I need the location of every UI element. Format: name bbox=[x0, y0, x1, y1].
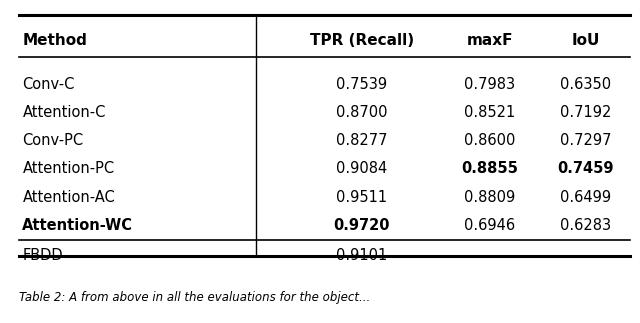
Text: -: - bbox=[583, 248, 588, 263]
Text: 0.8600: 0.8600 bbox=[464, 133, 515, 148]
Text: Method: Method bbox=[22, 33, 87, 48]
Text: 0.9084: 0.9084 bbox=[336, 162, 387, 176]
Text: Table 2: A from above in all the evaluations for the object...: Table 2: A from above in all the evaluat… bbox=[19, 291, 371, 304]
Text: 0.8277: 0.8277 bbox=[336, 133, 387, 148]
Text: TPR (Recall): TPR (Recall) bbox=[310, 33, 413, 48]
Text: Attention-AC: Attention-AC bbox=[22, 190, 115, 204]
Text: 0.6499: 0.6499 bbox=[560, 190, 611, 204]
Text: 0.7983: 0.7983 bbox=[464, 77, 515, 92]
Text: 0.8855: 0.8855 bbox=[461, 162, 518, 176]
Text: 0.7192: 0.7192 bbox=[560, 105, 611, 120]
Text: 0.6283: 0.6283 bbox=[560, 218, 611, 233]
Text: -: - bbox=[487, 248, 492, 263]
Text: 0.8521: 0.8521 bbox=[464, 105, 515, 120]
Text: 0.6946: 0.6946 bbox=[464, 218, 515, 233]
Text: 0.9720: 0.9720 bbox=[333, 218, 390, 233]
Text: FBDD: FBDD bbox=[22, 248, 63, 263]
Text: Attention-WC: Attention-WC bbox=[22, 218, 133, 233]
Text: 0.7539: 0.7539 bbox=[336, 77, 387, 92]
Text: Attention-C: Attention-C bbox=[22, 105, 106, 120]
Text: 0.7459: 0.7459 bbox=[557, 162, 614, 176]
Text: Attention-PC: Attention-PC bbox=[22, 162, 115, 176]
Text: Conv-C: Conv-C bbox=[22, 77, 75, 92]
Text: 0.6350: 0.6350 bbox=[560, 77, 611, 92]
Text: maxF: maxF bbox=[467, 33, 513, 48]
Text: Conv-PC: Conv-PC bbox=[22, 133, 84, 148]
Text: 0.8700: 0.8700 bbox=[336, 105, 387, 120]
Text: 0.9101: 0.9101 bbox=[336, 248, 387, 263]
Text: IoU: IoU bbox=[572, 33, 600, 48]
Text: 0.9511: 0.9511 bbox=[336, 190, 387, 204]
Text: 0.7297: 0.7297 bbox=[560, 133, 611, 148]
Text: 0.8809: 0.8809 bbox=[464, 190, 515, 204]
